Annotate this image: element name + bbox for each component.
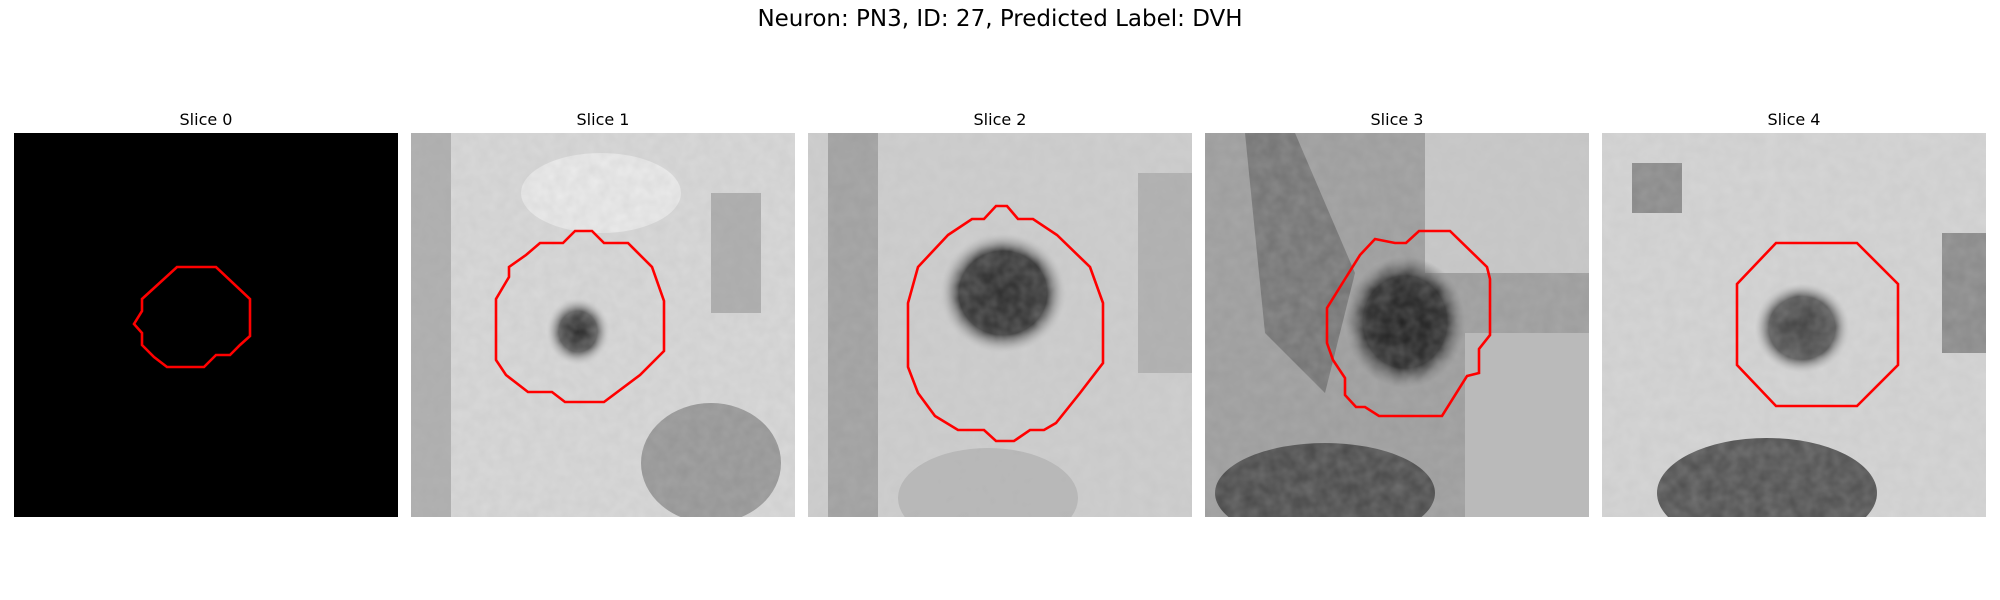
slice-0-contour [132, 265, 252, 369]
slice-3-image [1205, 133, 1589, 517]
panel-title-slice-3: Slice 3 [1370, 110, 1424, 129]
panel-title-slice-1: Slice 1 [576, 110, 630, 129]
figure-title: Neuron: PN3, ID: 27, Predicted Label: DV… [757, 6, 1243, 32]
slice-0-image [14, 133, 398, 517]
panel-title-slice-4: Slice 4 [1767, 110, 1821, 129]
slice-1-contour [494, 229, 666, 404]
slice-1-image [411, 133, 795, 517]
slice-4-image [1602, 133, 1986, 517]
slice-3-contour [1325, 229, 1492, 418]
slice-2-contour [906, 204, 1105, 443]
slice-4-contour [1735, 241, 1900, 408]
panel-title-slice-2: Slice 2 [973, 110, 1027, 129]
slice-2-image [808, 133, 1192, 517]
panel-title-slice-0: Slice 0 [179, 110, 233, 129]
